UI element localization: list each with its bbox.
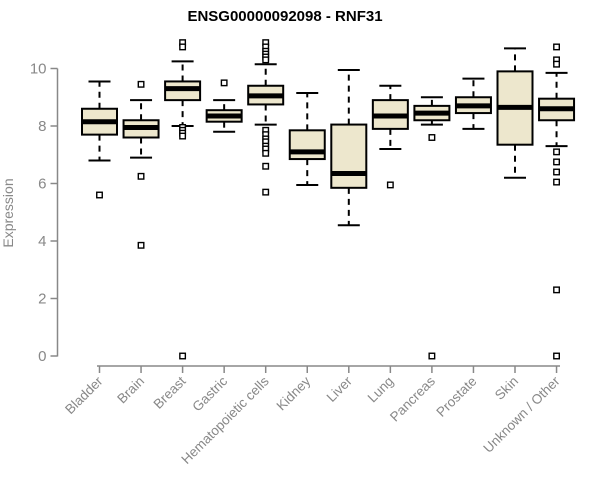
outlier-point <box>220 79 228 87</box>
boxplot-pancreas <box>413 96 451 360</box>
outlier-point <box>137 172 145 180</box>
y-tick-label: 10 <box>30 61 47 78</box>
outlier-point <box>553 60 560 68</box>
outlier-point <box>137 241 145 249</box>
y-axis: 0 2 4 6 8 10 <box>30 61 59 365</box>
outlier-point <box>179 43 187 51</box>
outlier-point <box>428 134 436 141</box>
x-tick-label: Bladder <box>62 373 106 417</box>
outlier-point <box>553 148 560 156</box>
outlier-point <box>137 80 145 88</box>
boxplot-breast <box>164 39 202 360</box>
boxplot-liver <box>330 68 368 227</box>
iqr-box <box>288 129 326 161</box>
outlier-point <box>262 149 270 157</box>
y-tick-label: 4 <box>38 233 46 250</box>
outlier-point <box>262 162 270 170</box>
x-tick-label: Pancreas <box>387 373 438 424</box>
x-tick-label: Lung <box>365 374 397 406</box>
outlier-point <box>96 191 103 199</box>
boxplot-brain <box>122 80 160 249</box>
x-tick-label: Gastric <box>189 373 230 414</box>
boxplot-bladder <box>81 80 118 199</box>
y-tick-label: 0 <box>38 348 46 365</box>
x-tick-label: Breast <box>151 373 189 411</box>
boxplot-lung <box>371 84 409 189</box>
x-tick-label: Prostate <box>433 374 479 420</box>
outlier-point <box>179 352 187 360</box>
boxplot-unknown-other <box>538 43 576 360</box>
x-tick-label: Brain <box>114 374 147 407</box>
chart-title: ENSG00000092098 - RNF31 <box>187 8 383 25</box>
outlier-point <box>553 286 560 294</box>
x-tick-label: Unknown / Other <box>480 373 563 456</box>
outlier-point <box>179 132 187 140</box>
y-tick-label: 2 <box>38 291 46 308</box>
boxplot-skin <box>496 47 534 179</box>
x-tick-label: Skin <box>492 374 521 403</box>
y-tick-label: 6 <box>38 176 46 193</box>
boxplot-prostate <box>454 77 492 130</box>
outlier-point <box>428 352 436 360</box>
y-tick-label: 8 <box>38 118 46 135</box>
outlier-point <box>553 168 560 176</box>
x-tick-label: Kidney <box>274 373 314 413</box>
x-tick-label: Liver <box>324 373 356 405</box>
outlier-point <box>553 158 560 166</box>
boxplot-kidney <box>288 91 326 186</box>
boxplot-gastric <box>205 79 243 133</box>
outlier-point <box>262 188 270 196</box>
outlier-point <box>553 43 560 51</box>
boxplot-hematopoietic-cells <box>247 39 285 196</box>
outlier-point <box>386 181 394 189</box>
iqr-box <box>330 123 368 189</box>
outlier-point <box>262 56 270 64</box>
outlier-point <box>553 178 560 186</box>
outlier-point <box>553 352 560 360</box>
